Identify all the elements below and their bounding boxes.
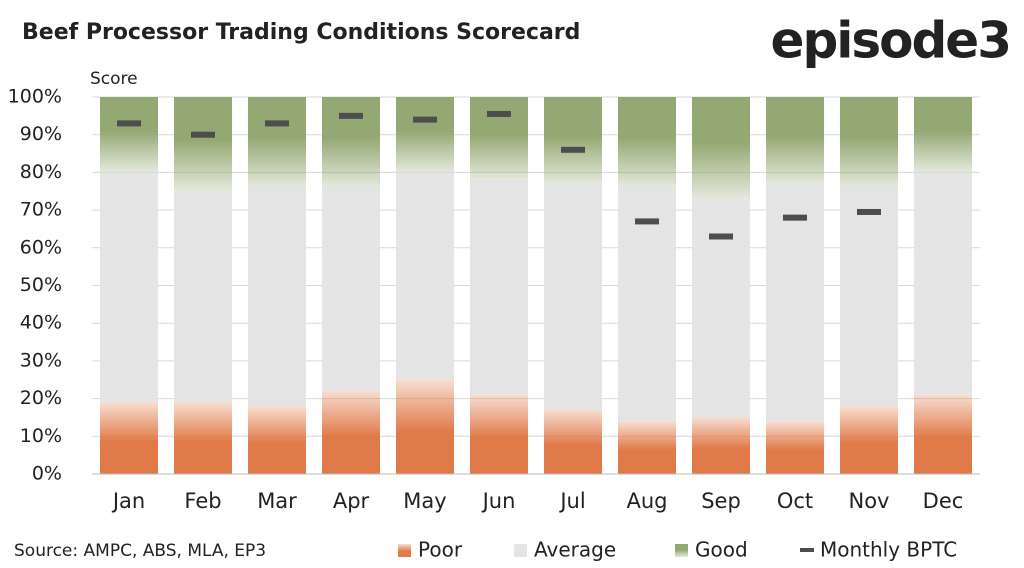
bar-segment <box>248 97 306 188</box>
legend-label: Monthly BPTC <box>820 538 957 562</box>
bar-segment <box>248 406 306 474</box>
bar-segment <box>840 406 898 474</box>
bar-segment <box>766 183 824 422</box>
bar-segment <box>100 402 158 474</box>
y-tick-label: 70% <box>20 199 62 221</box>
x-tick-label: Jan <box>111 489 145 513</box>
bar-segment <box>766 421 824 474</box>
chart-title: Beef Processor Trading Conditions Scorec… <box>22 20 580 45</box>
bptc-marker <box>487 110 511 117</box>
bar-segment <box>692 97 750 199</box>
bar-segment <box>396 379 454 474</box>
x-tick-label: Nov <box>849 489 890 513</box>
source-note: Source: AMPC, ABS, MLA, EP3 <box>14 541 266 561</box>
y-tick-label: 10% <box>20 425 62 447</box>
legend-label: Good <box>695 538 748 562</box>
bptc-marker <box>413 116 437 123</box>
bar-segment <box>248 187 306 407</box>
bar-segment <box>914 394 972 474</box>
bar-segment <box>544 409 602 474</box>
legend-label: Average <box>534 538 616 562</box>
x-tick-label: Apr <box>333 489 370 513</box>
x-tick-label: Jun <box>481 489 516 513</box>
y-tick-label: 80% <box>20 161 62 183</box>
bar-segment <box>840 187 898 407</box>
bptc-marker <box>191 131 215 138</box>
legend-swatch <box>800 548 814 552</box>
bar-segment <box>174 97 232 192</box>
y-tick-label: 40% <box>20 312 62 334</box>
bar-segment <box>766 97 824 184</box>
bar-segment <box>618 421 676 474</box>
bar-segment <box>470 394 528 474</box>
bar-segment <box>174 402 232 474</box>
bar-segment <box>840 97 898 188</box>
y-tick-label: 60% <box>20 236 62 258</box>
bar-segment <box>174 191 232 403</box>
y-tick-label: 100% <box>8 86 62 108</box>
x-tick-label: Oct <box>777 489 813 513</box>
legend-label: Poor <box>418 538 463 562</box>
bar-segment <box>322 187 380 392</box>
y-tick-label: 50% <box>20 274 62 296</box>
bptc-marker <box>561 146 585 153</box>
y-tick-label: 20% <box>20 387 62 409</box>
bar-segment <box>322 391 380 474</box>
bptc-marker <box>783 214 807 221</box>
bar-segment <box>100 97 158 173</box>
bptc-marker <box>857 208 881 215</box>
bar-segment <box>544 97 602 184</box>
x-tick-label: Dec <box>923 489 964 513</box>
y-tick-label: 0% <box>32 463 62 485</box>
bptc-marker <box>709 233 733 240</box>
bar-segment <box>100 172 158 403</box>
y-tick-label: 30% <box>20 349 62 371</box>
bar-segment <box>914 97 972 173</box>
legend-swatch <box>514 544 527 557</box>
legend-swatch <box>398 544 411 557</box>
x-tick-label: Aug <box>626 489 667 513</box>
bar-segment <box>914 172 972 395</box>
x-tick-label: Mar <box>257 489 297 513</box>
y-tick-label: 90% <box>20 123 62 145</box>
x-tick-label: Jul <box>558 489 585 513</box>
bar-segment <box>396 97 454 173</box>
brand-logo: episode3 <box>771 12 1010 70</box>
bar-segment <box>544 183 602 410</box>
x-tick-label: Sep <box>701 489 741 513</box>
bar-segment <box>470 179 528 395</box>
bar-segment <box>618 187 676 422</box>
bar-segment <box>692 198 750 418</box>
bar-segment <box>322 97 380 188</box>
bptc-marker <box>265 120 289 127</box>
bar-segment <box>396 172 454 380</box>
legend-swatch <box>675 544 688 557</box>
bar-segment <box>692 417 750 474</box>
bptc-marker <box>117 120 141 127</box>
bar-segment <box>618 97 676 188</box>
x-tick-label: Feb <box>184 489 221 513</box>
bptc-marker <box>635 218 659 225</box>
bptc-marker <box>339 112 363 119</box>
bar-segment <box>470 97 528 180</box>
x-tick-label: May <box>403 489 446 513</box>
y-axis-label: Score <box>90 69 138 89</box>
